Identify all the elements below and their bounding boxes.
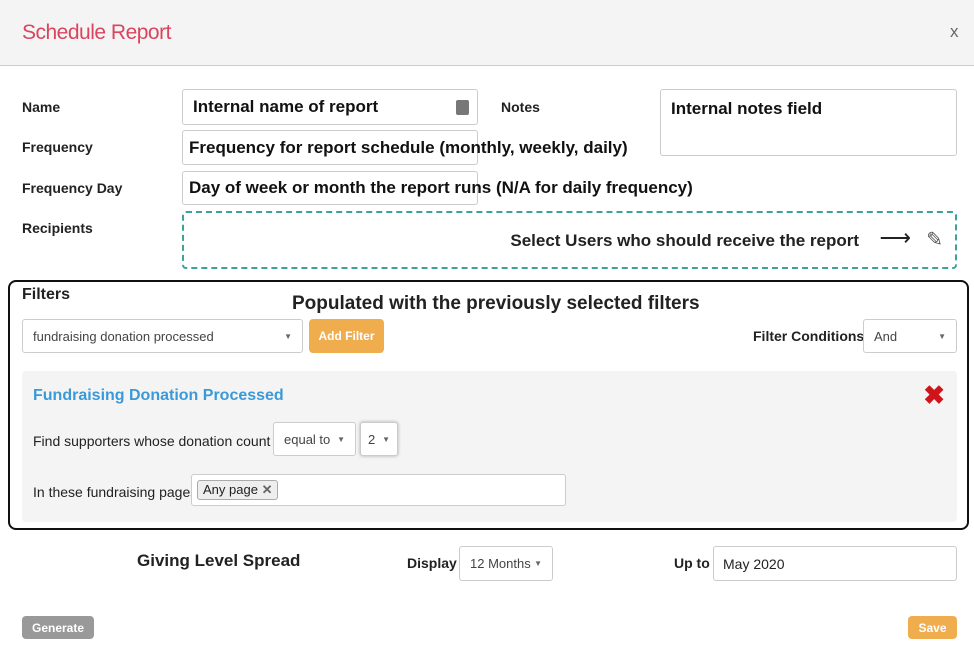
frequency-day-label: Frequency Day [22,180,123,196]
modal-title: Schedule Report [22,21,171,44]
recipients-field[interactable]: Select Users who should receive the repo… [182,211,957,269]
chevron-down-icon: ▼ [534,559,542,568]
password-manager-icon[interactable] [456,100,469,115]
name-input[interactable]: Internal name of report [182,89,478,125]
filter-panel: Fundraising Donation Processed ✖ Find su… [22,371,957,522]
chevron-down-icon: ▼ [284,331,292,341]
operator-select[interactable]: equal to ▼ [273,422,356,456]
pencil-icon[interactable]: ✎ [926,229,943,251]
filter-type-value: fundraising donation processed [33,328,214,344]
chevron-down-icon: ▼ [382,434,390,444]
filters-title: Filters [22,286,71,303]
display-select[interactable]: 12 Months ▼ [459,546,553,581]
filters-annotation: Populated with the previously selected f… [292,293,700,314]
pages-input[interactable]: Any page ✕ [191,474,566,506]
frequency-input[interactable]: Frequency for report schedule (monthly, … [182,130,628,165]
chevron-down-icon: ▼ [938,331,946,341]
recipients-note: Select Users who should receive the repo… [510,231,859,250]
save-button[interactable]: Save [908,616,957,639]
count-text: Find supporters whose donation count is [33,433,285,449]
recipients-label: Recipients [22,220,93,236]
page-tag-label: Any page [203,482,258,497]
notes-label: Notes [501,99,540,115]
name-value: Internal name of report [193,97,379,116]
filter-type-select[interactable]: fundraising donation processed ▼ [22,319,303,353]
arrow-right-icon: ⟶ [879,225,911,250]
filter-conditions-label: Filter Conditions [753,328,865,344]
frequency-value: Frequency for report schedule (monthly, … [189,137,628,157]
remove-tag-icon[interactable]: ✕ [261,482,273,497]
remove-filter-icon[interactable]: ✖ [923,380,945,410]
name-label: Name [22,99,61,115]
close-button[interactable]: x [950,22,959,41]
frequency-day-input[interactable]: Day of week or month the report runs (N/… [182,171,693,205]
filter-conditions-value: And [874,328,898,344]
pages-text: In these fundraising pages [33,484,198,500]
generate-button[interactable]: Generate [22,616,94,639]
filter-conditions-select[interactable]: And ▼ [863,319,957,353]
count-value: 2 [368,431,376,447]
filters-section [8,280,969,530]
filter-panel-title: Fundraising Donation Processed [33,387,284,404]
report-title: Giving Level Spread [137,551,301,570]
modal-header: Schedule Report x [0,0,974,66]
upto-label: Up to [674,555,710,571]
frequency-day-value: Day of week or month the report runs (N/… [189,178,693,197]
notes-textarea[interactable]: Internal notes field [660,89,957,156]
add-filter-button[interactable]: Add Filter [309,319,384,353]
chevron-down-icon: ▼ [337,434,345,444]
display-value: 12 Months [470,556,531,571]
display-label: Display [407,555,457,571]
frequency-label: Frequency [22,139,93,155]
upto-input[interactable]: May 2020 [713,546,957,581]
count-select[interactable]: 2 ▼ [360,422,398,456]
notes-value: Internal notes field [671,99,823,118]
page-tag: Any page ✕ [197,480,279,500]
upto-value: May 2020 [723,555,785,572]
operator-value: equal to [284,431,331,447]
